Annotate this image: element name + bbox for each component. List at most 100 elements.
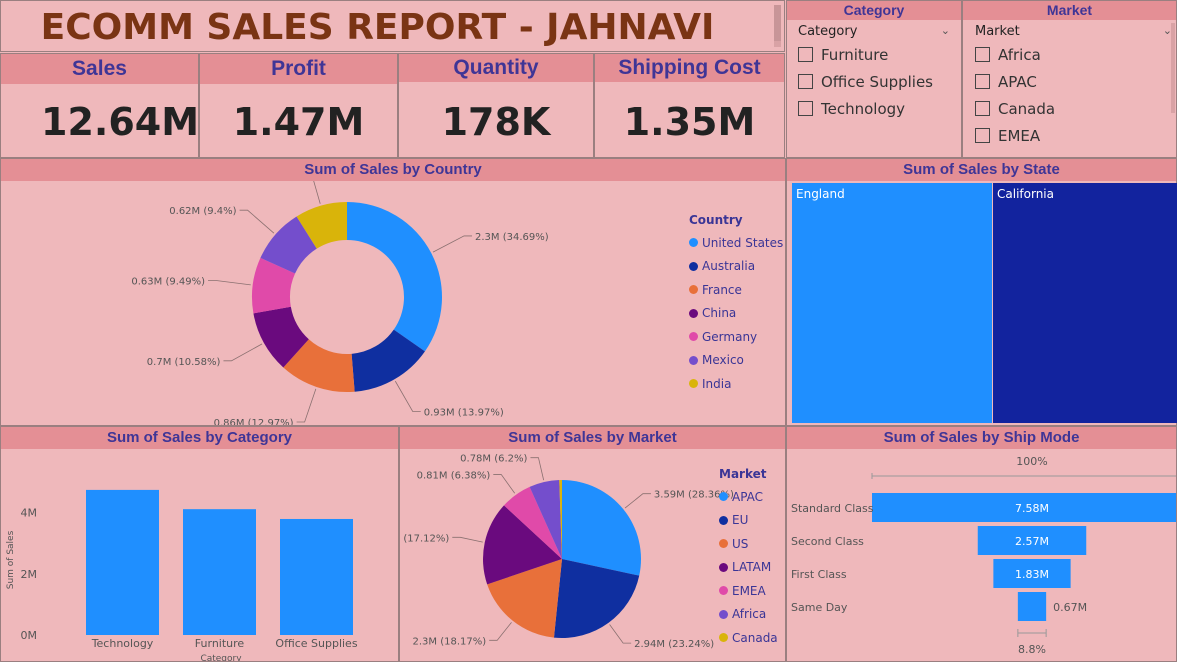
checkbox-icon[interactable] [975,74,990,89]
category-item-office-supplies[interactable]: Office Supplies [798,68,950,95]
market-item-emea[interactable]: EMEA [975,122,1164,149]
kpi-profit-card: Profit 1.47M [199,53,398,158]
legend-item-canada[interactable]: Canada [719,626,785,650]
legend-label: United States [702,235,784,250]
legend-dot-icon [689,285,698,295]
bar-technology[interactable] [86,489,159,635]
legend-item-germany[interactable]: Germany [689,325,785,349]
kpi-quantity-value: 178K [441,100,551,144]
market-item-africa[interactable]: Africa [975,41,1164,68]
leader-line [530,457,545,481]
y-tick-label: 0M [21,629,38,642]
category-item-technology[interactable]: Technology [798,95,950,122]
slice-mexico[interactable] [260,216,317,274]
leader-line [239,209,275,234]
legend-item-us[interactable]: US [719,532,785,556]
leader-line [432,235,473,253]
legend-dot-icon [719,515,728,525]
funnel-bar-standard-class[interactable] [872,493,1177,522]
legend-dot-icon [689,261,698,271]
market-chart-panel: Sum of Sales by Market 3.59M (28.36%) 2.9… [399,426,786,662]
slice-apac[interactable] [562,480,641,576]
legend-label: France [702,282,742,297]
slice-australia[interactable] [351,329,425,392]
legend-dot-icon [719,586,728,596]
title-banner: ECOMM SALES REPORT - JAHNAVI [0,0,785,52]
funnel-bar-same-day[interactable] [1017,592,1047,621]
kpi-sales-card: Sales 12.64M [0,53,199,158]
legend-item-france[interactable]: France [689,278,785,302]
funnel-bottom-bracket [1017,629,1047,637]
funnel-value-label: 2.57M [1015,535,1049,548]
legend-dot-icon [719,609,728,619]
legend-item-latam[interactable]: LATAM [719,556,785,580]
legend-item-africa[interactable]: Africa [719,603,785,627]
category-bar-chart: 0M 2M 4M Sum of Sales Technology Furniture Off… [6,489,358,661]
legend-title: Market [719,467,767,481]
funnel-bottom-percent: 8.8% [1018,643,1046,656]
category-slicer[interactable]: Category Category ⌄ Furniture Office Sup… [786,0,962,158]
legend-item-emea[interactable]: EMEA [719,579,785,603]
slicer-scrollbar[interactable] [1171,23,1175,113]
slice-us[interactable] [487,559,562,638]
market-item-canada[interactable]: Canada [975,95,1164,122]
slice-france[interactable] [283,339,355,392]
treemap-england-label: England [796,187,845,201]
treemap-england[interactable]: England [792,183,992,423]
slice-canada[interactable] [559,480,562,559]
bar-office-supplies[interactable] [280,518,353,635]
bar-furniture[interactable] [183,509,256,635]
data-label: 0.62M (9.4%) [169,206,236,217]
slice-eu[interactable] [553,559,640,638]
legend-label: China [702,306,737,321]
legend-item-mexico[interactable]: Mexico [689,349,785,373]
category-dropdown-label: Category [798,24,858,39]
legend-label: Canada [732,630,778,645]
funnel-bar-first-class[interactable] [993,559,1071,588]
category-item-furniture[interactable]: Furniture [798,41,950,68]
slice-emea[interactable] [503,486,562,559]
slice-germany[interactable] [252,257,296,314]
legend-item-australia[interactable]: Australia [689,255,785,279]
legend-dot-icon [719,492,728,502]
market-slicer[interactable]: Market Market ⌄ Africa APAC Canada EMEA [962,0,1177,158]
legend-label: Australia [702,259,756,274]
market-item-apac[interactable]: APAC [975,68,1164,95]
checkbox-icon[interactable] [975,47,990,62]
leader-line [609,624,632,644]
funnel-bar-second-class[interactable] [977,526,1087,555]
kpi-quantity-card: Quantity 178K [398,53,594,158]
x-tick-label: Technology [91,637,154,650]
funnel-category-label: Standard Class [791,502,874,515]
data-label: 2.3M (18.17%) [413,636,487,647]
chevron-down-icon[interactable]: ⌄ [940,24,950,37]
legend-item-united-states[interactable]: United States [689,231,785,255]
checkbox-icon[interactable] [798,47,813,62]
checkbox-icon[interactable] [798,74,813,89]
legend-label: India [702,376,732,391]
chevron-down-icon[interactable]: ⌄ [1162,24,1172,37]
slice-united-states[interactable] [347,202,443,352]
category-chart-title: Sum of Sales by Category [1,427,398,449]
slice-china[interactable] [253,306,309,368]
slice-india[interactable] [296,202,347,249]
legend-dot-icon [719,562,728,572]
slice-latam[interactable] [483,505,562,585]
legend-item-eu[interactable]: EU [719,509,785,533]
scrollbar[interactable] [774,5,781,47]
data-label: 3.59M (28.36%) [654,490,734,501]
leader-line [624,493,651,509]
treemap-california[interactable]: California [993,183,1177,423]
legend-item-india[interactable]: India [689,372,785,396]
shipmode-funnel-chart: 100% Standard Class 7.58M Second Class 2.57M… [791,455,1177,656]
legend-item-china[interactable]: China [689,302,785,326]
slice-africa[interactable] [529,480,562,559]
funnel-top-percent: 100% [1016,455,1047,468]
checkbox-icon[interactable] [975,101,990,116]
checkbox-icon[interactable] [798,101,813,116]
x-axis-label: Category [200,654,242,661]
funnel-category-label: Second Class [791,535,864,548]
kpi-profit-label: Profit [200,54,397,84]
checkbox-icon[interactable] [975,128,990,143]
legend-item-apac[interactable]: APAC [719,485,785,509]
